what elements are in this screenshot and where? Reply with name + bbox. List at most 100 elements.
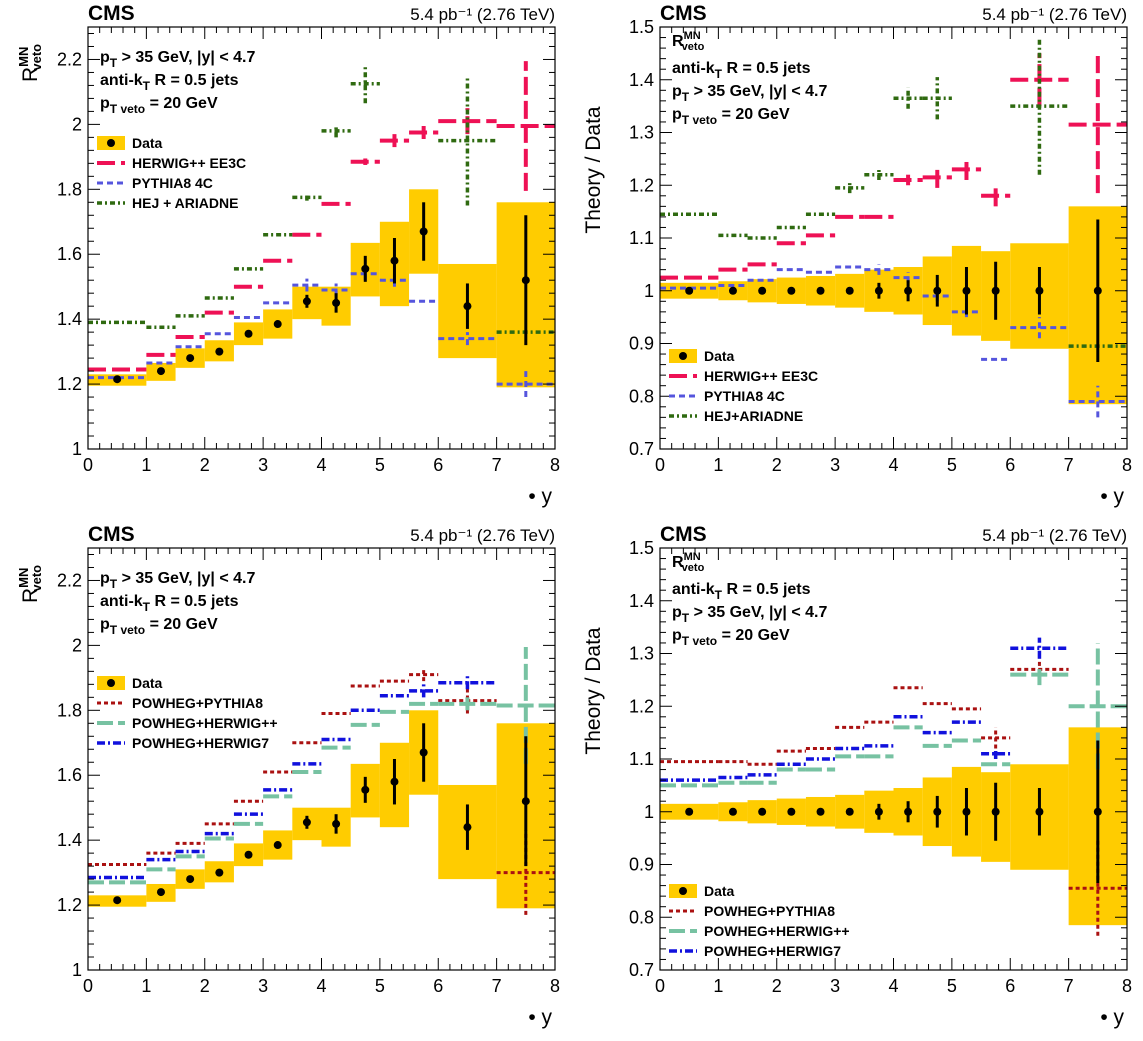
legend-label-herwig-ee3c: HERWIG++ EE3C xyxy=(704,368,818,384)
legend-label-powheg-herwig7: POWHEG+HERWIG7 xyxy=(132,735,269,751)
annotation-line-1: pT > 35 GeV, |y| < 4.7 xyxy=(100,570,255,591)
x-tick-label: 7 xyxy=(1064,455,1074,475)
chart-top-right: CMS 5.4 pb⁻¹ (2.76 TeV) 0 1 2 3 4 5 6 7 8 0.7 0.8 0.9… xyxy=(582,2,1132,508)
x-tick-label: 3 xyxy=(830,455,840,475)
x-tick-label: 7 xyxy=(492,976,502,996)
data-point-12 xyxy=(463,302,472,311)
y-tick-label: 1.2 xyxy=(629,175,654,195)
x-tick-label: 0 xyxy=(655,976,665,996)
legend-label-powheg-pythia8: POWHEG+PYTHIA8 xyxy=(704,903,835,919)
data-point-5 xyxy=(816,286,825,295)
y-tick-label: 0.7 xyxy=(629,960,654,980)
y-tick-label: 0.8 xyxy=(629,386,654,406)
x-tick-label: 2 xyxy=(200,976,210,996)
data-point-5 xyxy=(244,329,253,338)
x-tick-label: 1 xyxy=(141,455,151,475)
x-tick-label: 8 xyxy=(550,455,560,475)
y-tick-label: 1.1 xyxy=(629,228,654,248)
y-tick-label: 1.5 xyxy=(629,538,654,558)
x-tick-label: 4 xyxy=(316,976,326,996)
panel-bottom-right: CMS 5.4 pb⁻¹ (2.76 TeV) 0 1 2 3 4 5 6 7 8 0.7 0.8 0.9… xyxy=(572,521,1143,1041)
panel-top-left: CMS 5.4 pb⁻¹ (2.76 TeV) 0 1 2 3 4 5 6 7 8 1 1.2 1.4 1.… xyxy=(0,0,571,520)
legend-label-hej-ariadne: HEJ + ARIADNE xyxy=(132,195,238,211)
data-point-1 xyxy=(113,375,122,384)
legend-label-powheg-pythia8: POWHEG+PYTHIA8 xyxy=(132,695,263,711)
data-point-2 xyxy=(728,286,737,295)
y-tick-label: 1 xyxy=(644,802,654,822)
data-point-6 xyxy=(273,320,282,329)
x-tick-label: 3 xyxy=(830,976,840,996)
data-point-8 xyxy=(904,807,913,816)
data-point-7 xyxy=(302,297,311,306)
plot-frame xyxy=(87,547,556,971)
x-tick-label: 5 xyxy=(947,976,957,996)
y-tick-label: 1.6 xyxy=(57,765,82,785)
data-point-13 xyxy=(521,276,530,285)
data-point-1 xyxy=(685,807,694,816)
series-data xyxy=(685,219,1102,362)
cms-label: CMS xyxy=(88,2,135,25)
legend-data-marker xyxy=(107,139,115,147)
y-axis-title: Theory / Data xyxy=(582,106,605,234)
annotation-line-1: pT > 35 GeV, |y| < 4.7 xyxy=(100,49,255,70)
cms-label: CMS xyxy=(88,523,135,546)
series-data xyxy=(685,740,1102,883)
panel-bottom-left: CMS 5.4 pb⁻¹ (2.76 TeV) 0 1 2 3 4 5 6 7 8 1 1.2 1.4 1.… xyxy=(0,521,571,1041)
data-point-10 xyxy=(390,256,399,265)
x-axis-title: • y xyxy=(528,485,552,508)
data-point-5 xyxy=(816,807,825,816)
data-point-7 xyxy=(874,807,883,816)
x-tick-label: 7 xyxy=(492,455,502,475)
x-tick-label: 6 xyxy=(433,455,443,475)
data-point-8 xyxy=(904,286,913,295)
y-tick-label: 0.9 xyxy=(629,855,654,875)
y-tick-label: 1.4 xyxy=(57,830,82,850)
x-tick-label: 2 xyxy=(772,976,782,996)
y-tick-label: 1.3 xyxy=(629,123,654,143)
data-point-9 xyxy=(933,807,942,816)
legend-data-marker xyxy=(107,679,115,687)
data-point-11 xyxy=(991,807,1000,816)
x-tick-label: 0 xyxy=(83,976,93,996)
x-tick-label: 3 xyxy=(258,976,268,996)
y-tick-label: 2 xyxy=(72,114,82,134)
x-axis-title: • y xyxy=(1100,1006,1124,1029)
data-point-6 xyxy=(273,841,282,850)
x-tick-label: 8 xyxy=(550,976,560,996)
x-tick-label: 4 xyxy=(888,455,898,475)
y-tick-label: 1.6 xyxy=(57,244,82,264)
legend: Data HERWIG++ EE3C PYTHIA8 4C HEJ+ARIADNE xyxy=(669,348,818,424)
cms-label: CMS xyxy=(660,2,707,25)
lumi-label: 5.4 pb⁻¹ (2.76 TeV) xyxy=(410,5,555,24)
x-axis-title: • y xyxy=(528,1006,552,1029)
x-tick-label: 4 xyxy=(888,976,898,996)
data-point-6 xyxy=(845,286,854,295)
data-point-10 xyxy=(962,286,971,295)
x-tick-label: 2 xyxy=(200,455,210,475)
y-tick-label: 1.8 xyxy=(57,179,82,199)
panel-top-right: CMS 5.4 pb⁻¹ (2.76 TeV) 0 1 2 3 4 5 6 7 8 0.7 0.8 0.9… xyxy=(572,0,1143,520)
lumi-label: 5.4 pb⁻¹ (2.76 TeV) xyxy=(982,526,1127,545)
data-point-11 xyxy=(419,227,428,236)
x-tick-label: 1 xyxy=(141,976,151,996)
x-tick-label: 0 xyxy=(655,455,665,475)
series-powheg-herwig7 xyxy=(88,676,497,880)
data-point-3 xyxy=(186,875,195,884)
x-tick-label: 5 xyxy=(947,455,957,475)
y-tick-label: 1.5 xyxy=(629,17,654,37)
y-tick-label: 2.2 xyxy=(57,49,82,69)
annotation-line-2: anti-kT R = 0.5 jets xyxy=(672,60,811,81)
data-point-11 xyxy=(419,748,428,757)
x-tick-label: 8 xyxy=(1122,455,1132,475)
legend-label-data: Data xyxy=(132,135,163,151)
data-point-12 xyxy=(463,823,472,832)
y-tick-label: 0.8 xyxy=(629,907,654,927)
annotation-line-1: RMN veto xyxy=(672,30,705,53)
data-point-9 xyxy=(361,785,370,794)
x-tick-label: 2 xyxy=(772,455,782,475)
data-point-12 xyxy=(1035,286,1044,295)
y-tick-label: 1.1 xyxy=(629,749,654,769)
x-tick-label: 6 xyxy=(433,976,443,996)
annotation-line-4: pT veto = 20 GeV xyxy=(672,627,790,648)
lumi-label: 5.4 pb⁻¹ (2.76 TeV) xyxy=(982,5,1127,24)
